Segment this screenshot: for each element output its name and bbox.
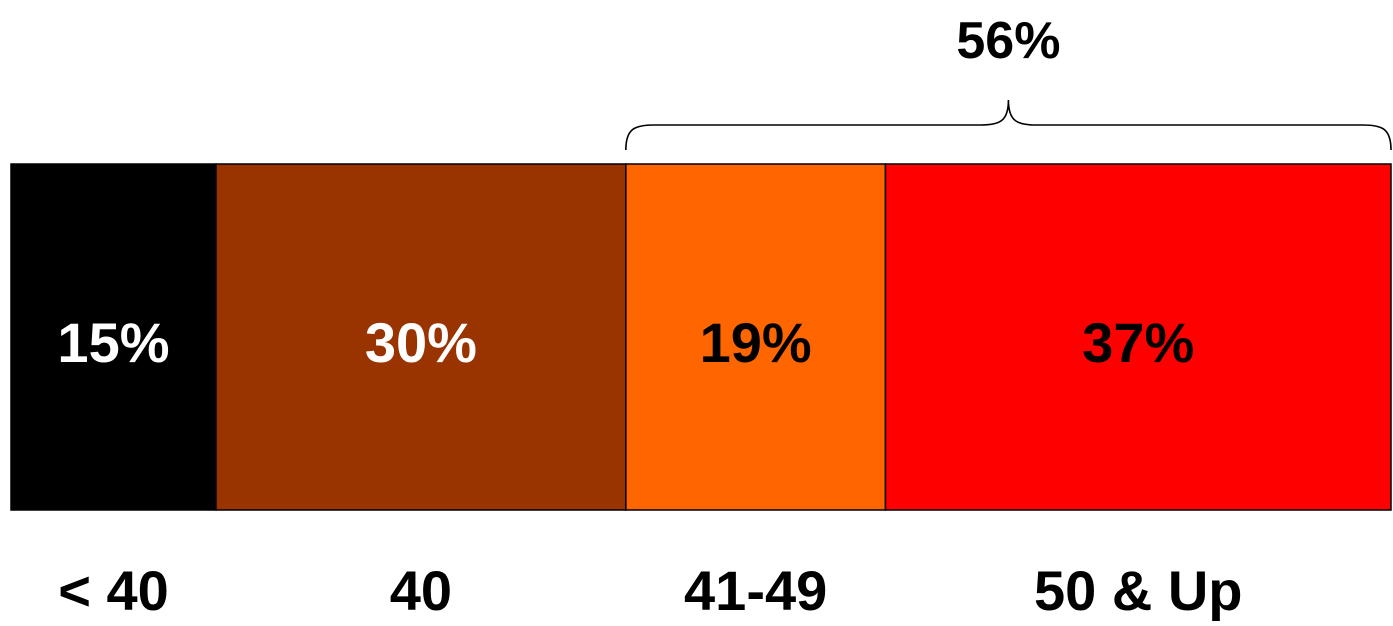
category-label-0: < 40 (58, 559, 169, 621)
bar-segment-0 (10, 163, 217, 511)
value-label-1: 30% (365, 311, 477, 374)
bar-segment-2 (625, 163, 887, 511)
category-labels: < 40 40 41-49 50 & Up (58, 559, 1243, 622)
bar-segments (10, 163, 1392, 511)
annotation-label: 56% (956, 12, 1060, 70)
value-labels: 15% 30% 19% 37% (57, 311, 1194, 374)
category-label-1: 40 (390, 559, 452, 621)
value-label-3: 37% (1082, 311, 1194, 374)
value-label-0: 15% (57, 311, 169, 374)
category-label-2: 41-49 (684, 559, 827, 621)
category-label-3: 50 & Up (1034, 559, 1243, 621)
value-label-2: 19% (700, 311, 812, 374)
bar-segment-1 (215, 163, 627, 511)
bar-segment-3 (884, 163, 1392, 511)
annotation-brace (625, 99, 1392, 151)
